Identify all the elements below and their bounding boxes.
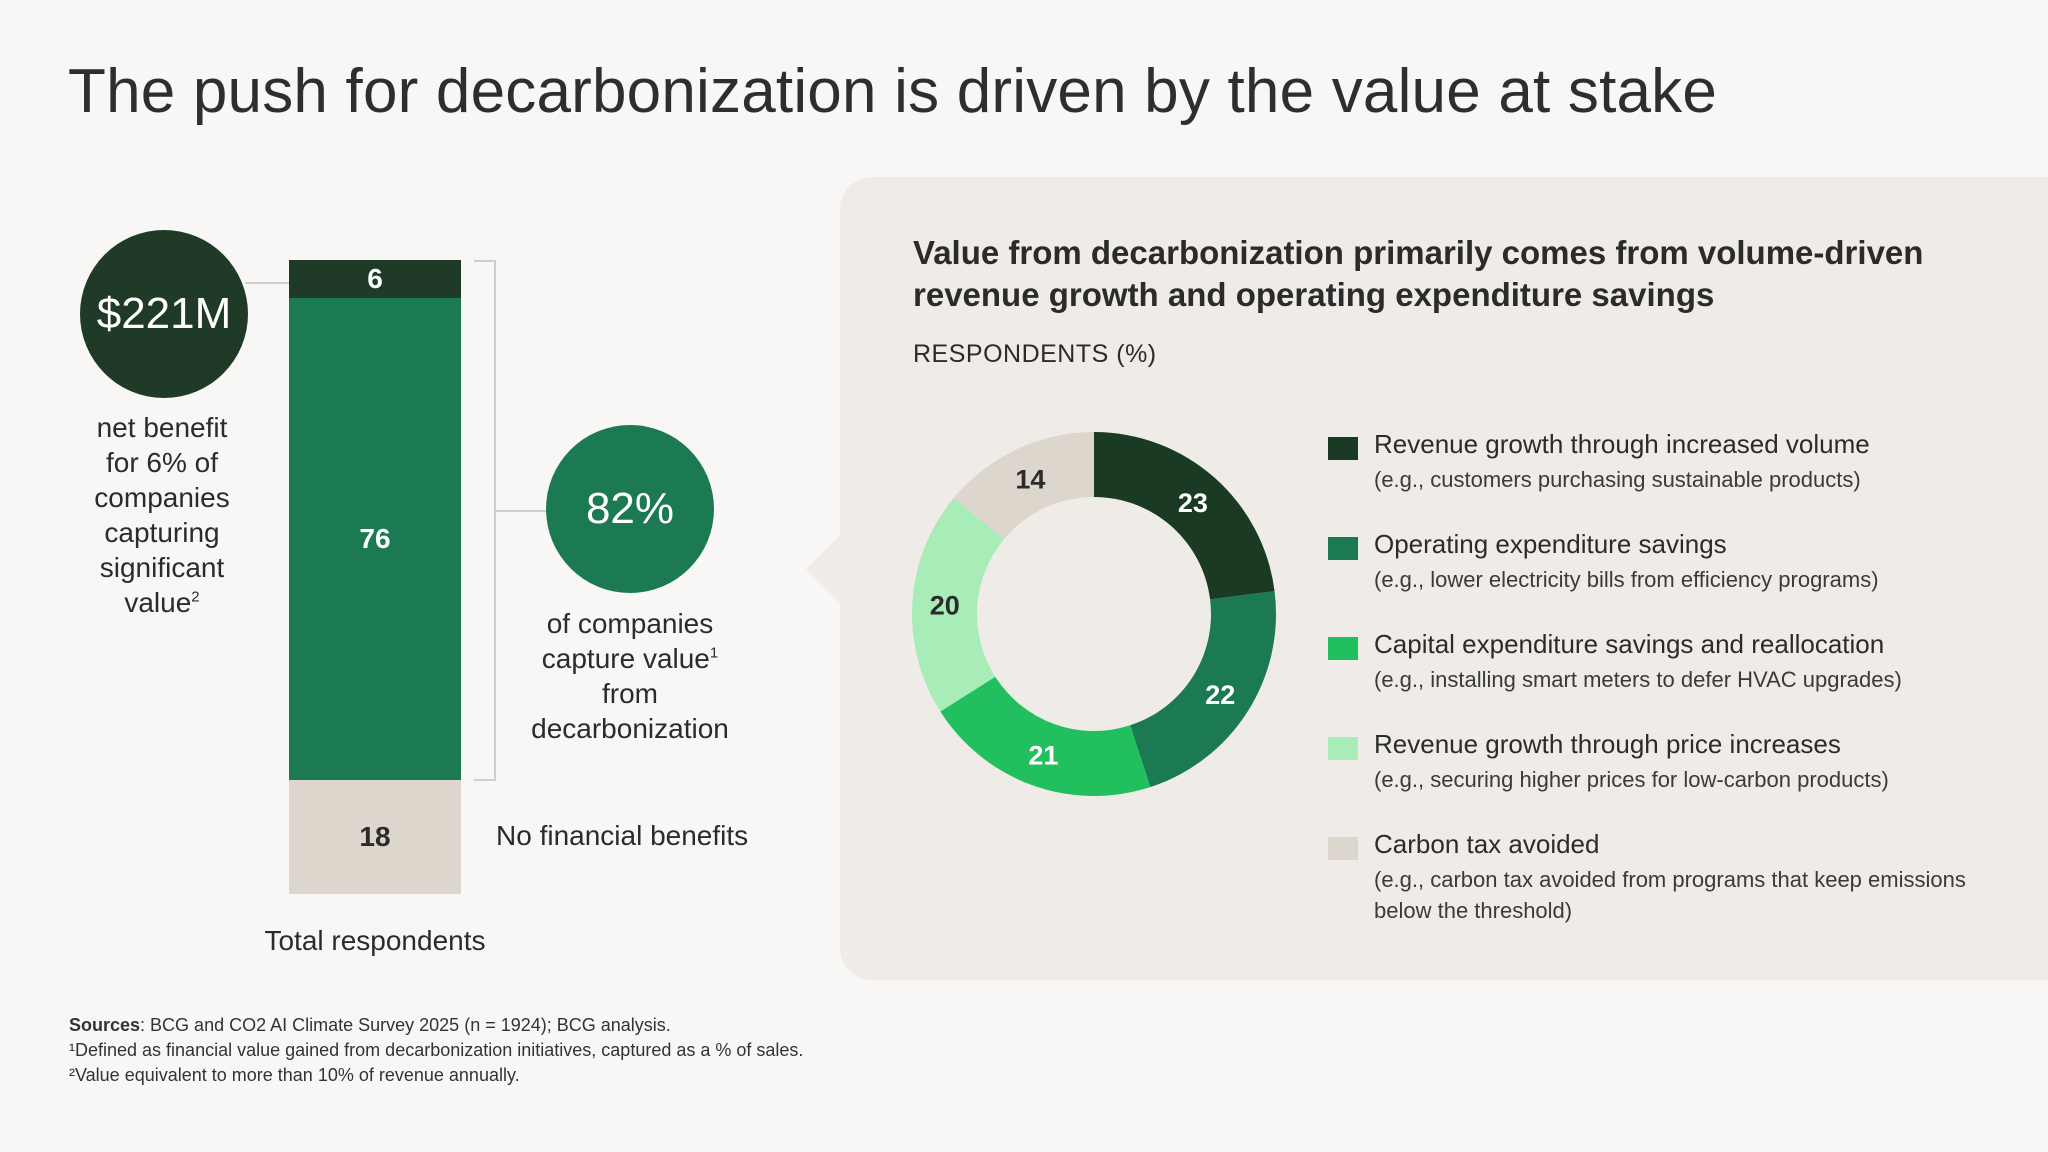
bracket-bottom — [474, 779, 496, 781]
legend-note: (e.g., customers purchasing sustainable … — [1374, 467, 1861, 492]
legend-swatch — [1328, 637, 1358, 660]
legend-note: (e.g., carbon tax avoided from programs … — [1374, 867, 1966, 923]
bar-data-label: 6 — [367, 263, 383, 295]
caption-line: capture value1 — [500, 641, 760, 676]
capture-value-circle: 82% — [546, 425, 714, 593]
legend-swatch — [1328, 437, 1358, 460]
legend-swatch — [1328, 837, 1358, 860]
donut-data-label: 14 — [1015, 465, 1045, 495]
donut-data-label: 22 — [1205, 680, 1235, 710]
bracket-top — [474, 260, 496, 262]
donut-data-label: 23 — [1178, 488, 1208, 518]
bar-segment — [289, 260, 461, 299]
caption-line: capturing — [104, 517, 220, 548]
caption-line: net benefit — [96, 412, 228, 443]
bar-segment — [289, 298, 461, 780]
bar-segment — [289, 779, 461, 894]
caption-line: of companies — [546, 608, 714, 639]
sources-label: Sources — [69, 1015, 141, 1035]
legend-label: Carbon tax avoided — [1374, 829, 1600, 859]
footnote-ref: 1 — [709, 644, 719, 662]
caption-line: for 6% of — [105, 447, 219, 478]
caption-word: capture value — [541, 643, 710, 674]
donut-data-label: 20 — [930, 591, 960, 621]
caption-line: decarbonization — [531, 713, 729, 744]
net-benefit-caption: net benefit for 6% of companies capturin… — [52, 410, 272, 620]
footnote-1: ¹Defined as financial value gained from … — [69, 1040, 804, 1060]
legend-label: Capital expenditure savings and realloca… — [1374, 629, 1885, 659]
page-title: The push for decarbonization is driven b… — [68, 57, 1718, 126]
caption-line: from — [602, 678, 658, 709]
connector-mid — [496, 510, 548, 512]
legend-swatch — [1328, 737, 1358, 760]
caption-line: value2 — [52, 585, 272, 620]
legend-label: Operating expenditure savings — [1374, 529, 1727, 559]
sources-note: Sources: BCG and CO2 AI Climate Survey 2… — [69, 1015, 671, 1036]
chart-title: Value from decarbonization primarily com… — [913, 234, 1924, 313]
donut-slice — [940, 676, 1151, 796]
legend-note: (e.g., securing higher prices for low-ca… — [1374, 767, 1889, 792]
footnote-2: ²Value equivalent to more than 10% of re… — [69, 1065, 520, 1085]
legend-note: (e.g., installing smart meters to defer … — [1374, 667, 1902, 692]
chart-panel — [840, 177, 2048, 980]
donut-slice — [1130, 591, 1276, 788]
footnote-ref: 2 — [191, 588, 200, 606]
bracket-vertical — [494, 260, 496, 781]
capture-value-caption: of companies capture value1 from decarbo… — [500, 606, 760, 746]
donut-slice — [953, 432, 1094, 540]
chart-subtitle: RESPONDENTS (%) — [913, 340, 1157, 368]
legend-swatch — [1328, 537, 1358, 560]
donut-slice — [912, 497, 1004, 712]
donut-data-label: 21 — [1028, 741, 1058, 771]
no-financial-benefits-label: No financial benefits — [496, 820, 749, 851]
legend-note: (e.g., lower electricity bills from effi… — [1374, 567, 1879, 592]
legend-label: Revenue growth through increased volume — [1374, 429, 1870, 459]
donut-chart: 23 22 21 20 14 — [912, 432, 1276, 796]
capture-value-percent: 82% — [585, 484, 675, 533]
donut-slice — [1094, 432, 1275, 600]
x-axis-label: Total respondents — [264, 925, 486, 956]
connector-top — [245, 282, 289, 284]
net-benefit-circle: $221M — [80, 230, 248, 398]
bar-data-label: 18 — [359, 820, 391, 852]
caption-word: value — [124, 587, 192, 618]
caption-line: significant — [99, 552, 225, 583]
bar-data-label: 76 — [359, 522, 391, 554]
net-benefit-value: $221M — [96, 289, 232, 338]
sources-text: : BCG and CO2 AI Climate Survey 2025 (n … — [140, 1015, 671, 1035]
legend-label: Revenue growth through price increases — [1374, 729, 1841, 759]
caption-line: companies — [94, 482, 230, 513]
